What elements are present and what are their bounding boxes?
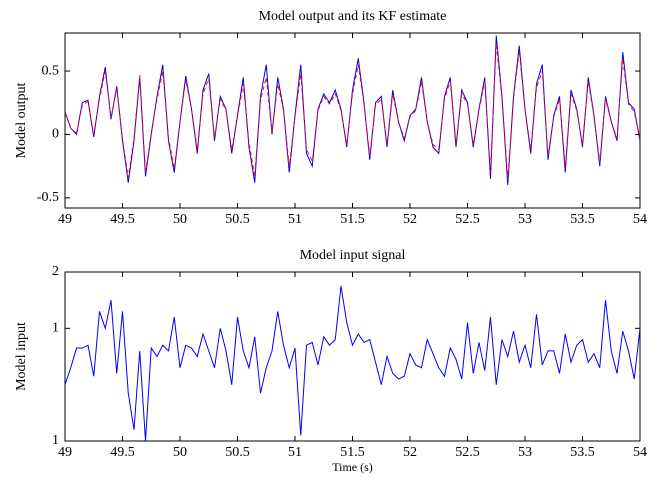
y-axis-label: Model input [14,322,29,391]
y-axis-label: Model output [14,82,29,158]
y-tick-label: -0.5 [37,190,59,205]
x-tick-label: 49 [58,212,72,227]
y-tick-label: 1 [52,433,59,448]
x-tick-label: 53.5 [570,445,595,460]
plot-area [64,271,641,442]
y-tick-label: 0.5 [42,63,60,78]
x-tick-label: 53 [518,212,532,227]
series-line [64,286,641,442]
chart-title: Model output and its KF estimate [259,9,447,24]
series-line [64,35,641,186]
x-tick-label: 51 [288,445,302,460]
x-tick-label: 52.5 [455,212,480,227]
x-tick-label: 54 [633,445,647,460]
series-line [64,43,641,179]
y-tick-label: 0 [52,127,59,142]
x-tick-label: 52 [403,212,417,227]
x-tick-label: 52.5 [455,445,480,460]
x-tick-label: 51 [288,212,302,227]
y-tick-label: 2 [52,264,59,279]
x-tick-label: 54 [633,212,647,227]
chart-title: Model input signal [300,248,406,263]
plot-area [64,32,641,209]
x-tick-label: 53 [518,445,532,460]
x-tick-label: 50.5 [225,445,250,460]
x-tick-label: 50 [173,212,187,227]
x-tick-label: 51.5 [340,212,365,227]
x-tick-label: 49 [58,445,72,460]
x-tick-label: 53.5 [570,212,595,227]
y-tick-label: 1 [52,321,59,336]
x-tick-label: 50.5 [225,212,250,227]
x-tick-label: 49.5 [110,445,135,460]
x-tick-label: 50 [173,445,187,460]
x-tick-label: 52 [403,445,417,460]
x-axis-label: Time (s) [332,460,373,474]
x-tick-label: 49.5 [110,212,135,227]
x-tick-label: 51.5 [340,445,365,460]
